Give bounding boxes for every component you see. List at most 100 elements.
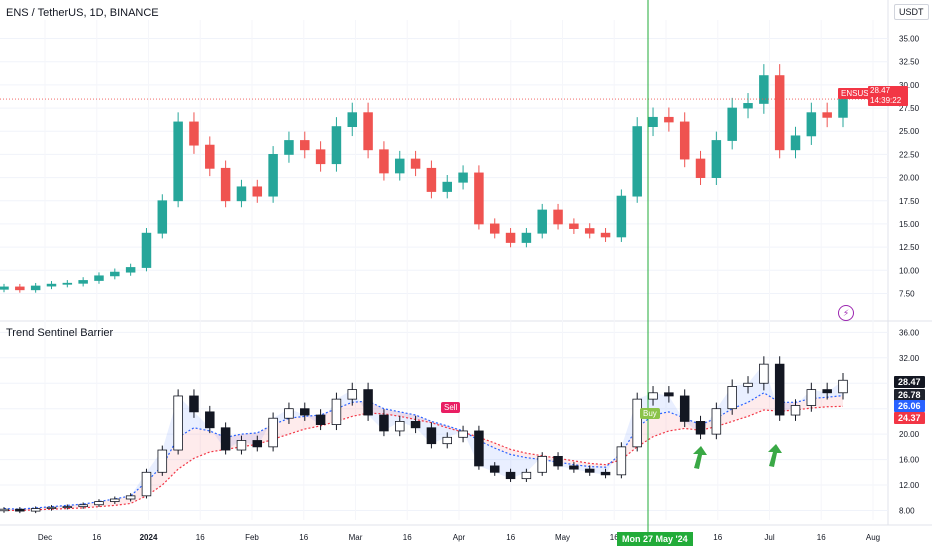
- main-candle: [442, 181, 452, 192]
- indicator-candle: [284, 408, 294, 419]
- x-tick-label: Apr: [453, 533, 466, 542]
- main-candle: [537, 209, 547, 234]
- indicator-candle: [15, 508, 25, 512]
- indicator-candle: [632, 398, 642, 448]
- green-arrow-1: [693, 446, 707, 469]
- indicator-candle: [331, 398, 342, 425]
- main-candle: [0, 286, 9, 290]
- main-candle: [695, 158, 706, 178]
- indicator-candle: [173, 395, 183, 451]
- x-tick-label: 2024: [140, 533, 158, 542]
- indicator-tag-red: 24.37: [894, 412, 925, 424]
- indicator-candle: [521, 471, 532, 480]
- main-candle: [157, 200, 168, 234]
- main-y-tick-label: 7.50: [899, 289, 915, 298]
- main-y-tick-label: 12.50: [899, 243, 920, 252]
- indicator-candle: [537, 455, 547, 473]
- x-tick-label: Aug: [866, 533, 880, 542]
- main-candle: [774, 75, 785, 151]
- indicator-candle: [78, 504, 88, 508]
- indicator-y-tick-label: 32.00: [899, 354, 920, 363]
- main-candle: [62, 282, 73, 285]
- x-tick-label: 16: [92, 533, 101, 542]
- main-candle: [141, 232, 152, 268]
- indicator-candle: [489, 465, 500, 473]
- indicator-candle: [236, 440, 247, 451]
- indicator-title[interactable]: Trend Sentinel Barrier: [6, 327, 114, 339]
- x-tick-label: Feb: [245, 533, 259, 542]
- main-candle: [410, 158, 421, 169]
- main-candle: [679, 121, 690, 160]
- main-y-tick-label: 20.00: [899, 174, 920, 183]
- indicator-candle: [395, 421, 405, 432]
- indicator-tag-close: 28.47: [894, 376, 925, 388]
- symbol-title: ENS / TetherUS, 1D, BINANCE: [6, 7, 159, 19]
- main-candle: [395, 158, 405, 174]
- indicator-candle: [363, 389, 373, 416]
- main-candle: [790, 135, 801, 151]
- indicator-y-tick-label: 20.00: [899, 430, 920, 439]
- indicator-candle: [822, 389, 832, 394]
- indicator-y-tick-label: 36.00: [899, 328, 920, 337]
- last-price-value: 28.47: [870, 86, 891, 95]
- indicator-candle: [759, 363, 769, 384]
- main-candle: [426, 167, 437, 192]
- lightning-icon[interactable]: ⚡: [838, 305, 854, 321]
- indicator-candle: [157, 449, 168, 473]
- main-y-tick-label: 30.00: [899, 81, 920, 90]
- main-candle: [30, 285, 41, 291]
- indicator-tag-blue: 26.06: [894, 400, 925, 412]
- indicator-candle: [600, 471, 611, 476]
- indicator-candle: [616, 446, 627, 476]
- indicator-tag-upper: 26.78: [894, 389, 925, 401]
- indicator-candle: [505, 471, 516, 480]
- main-candle: [838, 98, 848, 118]
- main-candle: [252, 186, 263, 197]
- x-tick-label: 16: [506, 533, 515, 542]
- indicator-y-tick-label: 8.00: [899, 506, 915, 515]
- main-candle: [125, 267, 136, 273]
- main-candle: [474, 172, 484, 225]
- main-candle: [458, 172, 468, 183]
- indicator-candle: [695, 421, 706, 435]
- main-candle: [110, 271, 120, 277]
- indicator-candle: [379, 414, 389, 432]
- main-y-tick-label: 35.00: [899, 35, 920, 44]
- crosshair-date-label: Mon 27 May '24: [617, 532, 693, 546]
- indicator-candle: [790, 405, 801, 416]
- main-candle: [743, 103, 753, 109]
- main-candle: [822, 112, 832, 118]
- indicator-candle: [220, 427, 231, 451]
- unit-label[interactable]: USDT: [894, 4, 929, 20]
- main-y-tick-label: 15.00: [899, 220, 920, 229]
- main-candle: [315, 149, 326, 165]
- indicator-y-tick-label: 12.00: [899, 481, 920, 490]
- main-candle: [664, 116, 674, 123]
- x-tick-label: 16: [610, 533, 619, 542]
- main-candle: [363, 112, 373, 151]
- x-tick-label: 16: [196, 533, 205, 542]
- indicator-candle: [110, 498, 120, 502]
- main-candle: [600, 232, 611, 238]
- indicator-candle: [743, 382, 753, 387]
- indicator-candle: [62, 506, 73, 509]
- main-candle: [584, 228, 595, 234]
- indicator-candle: [46, 506, 57, 509]
- x-tick-label: 16: [299, 533, 308, 542]
- main-candle: [711, 140, 722, 178]
- main-y-tick-label: 25.00: [899, 127, 920, 136]
- sell-signal-label: Sell: [441, 402, 461, 413]
- buy-signal-label: Buy: [640, 408, 660, 419]
- indicator-candle: [458, 430, 468, 438]
- indicator-candle: [205, 411, 215, 429]
- main-candle: [569, 223, 579, 229]
- indicator-y-tick-label: 16.00: [899, 456, 920, 465]
- indicator-candle: [252, 440, 263, 448]
- main-candle: [727, 107, 737, 141]
- indicator-candle: [30, 508, 41, 512]
- main-candle: [521, 232, 532, 243]
- indicator-candle: [569, 465, 579, 470]
- main-candle: [94, 275, 104, 281]
- x-tick-label: 16: [817, 533, 826, 542]
